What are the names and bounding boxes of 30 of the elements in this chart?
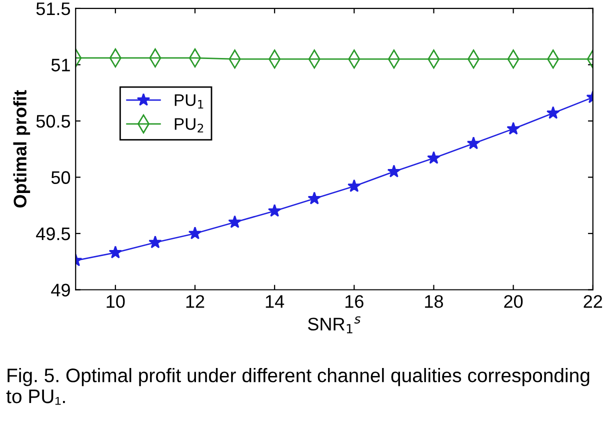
point (387, 164, 401, 178)
point (228, 215, 242, 228)
point (148, 236, 162, 248)
legend-label: PU$_{1}$ (174, 94, 204, 109)
y-tick-label: 50.5 (36, 114, 70, 128)
y-tick-label: 51 (51, 58, 70, 72)
point (308, 192, 322, 204)
x-tick-label: 20 (504, 295, 523, 308)
x-tick-label: 10 (106, 295, 125, 308)
y-tick-label: 49.5 (36, 227, 70, 240)
legend-label: PU$_{2}$ (174, 118, 204, 132)
point (268, 204, 282, 217)
y-axis-title: Optimal profit (13, 90, 30, 208)
x-tick-label: 14 (266, 295, 284, 308)
x-tick-label: 16 (345, 295, 364, 308)
point (506, 122, 520, 135)
y-tick-label: 49 (51, 284, 70, 296)
point (546, 106, 560, 119)
x-axis-title: SNR$_{1}$$^{s}$ (308, 316, 360, 334)
x-tick-label: 18 (425, 295, 443, 308)
caption: Fig. 5. Optimal profit under different channel qualities corresponding to PU₁. (6, 368, 590, 405)
point (188, 226, 202, 240)
point (427, 151, 440, 164)
point (466, 136, 480, 150)
x-tick-label: 22 (584, 295, 602, 308)
point (348, 179, 361, 192)
y-tick-label: 50 (51, 171, 70, 184)
y-tick-label: 51.5 (36, 2, 70, 16)
x-tick-label: 12 (186, 295, 204, 308)
point (108, 246, 122, 258)
